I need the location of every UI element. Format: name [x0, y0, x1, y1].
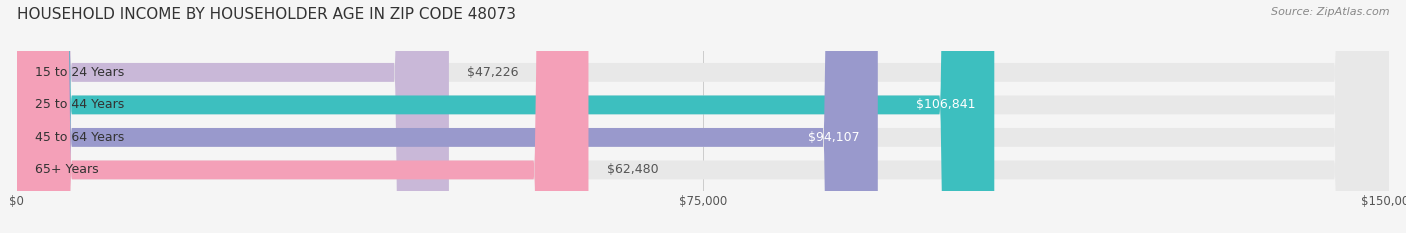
- Text: $106,841: $106,841: [917, 98, 976, 111]
- FancyBboxPatch shape: [17, 0, 1389, 233]
- Text: 15 to 24 Years: 15 to 24 Years: [35, 66, 124, 79]
- FancyBboxPatch shape: [17, 0, 1389, 233]
- FancyBboxPatch shape: [17, 0, 994, 233]
- FancyBboxPatch shape: [17, 0, 1389, 233]
- Text: 65+ Years: 65+ Years: [35, 163, 98, 176]
- Text: 45 to 64 Years: 45 to 64 Years: [35, 131, 124, 144]
- Text: $94,107: $94,107: [808, 131, 859, 144]
- Text: Source: ZipAtlas.com: Source: ZipAtlas.com: [1271, 7, 1389, 17]
- FancyBboxPatch shape: [17, 0, 877, 233]
- Text: 25 to 44 Years: 25 to 44 Years: [35, 98, 124, 111]
- Text: HOUSEHOLD INCOME BY HOUSEHOLDER AGE IN ZIP CODE 48073: HOUSEHOLD INCOME BY HOUSEHOLDER AGE IN Z…: [17, 7, 516, 22]
- FancyBboxPatch shape: [17, 0, 1389, 233]
- FancyBboxPatch shape: [17, 0, 449, 233]
- Text: $62,480: $62,480: [607, 163, 658, 176]
- FancyBboxPatch shape: [17, 0, 589, 233]
- Text: $47,226: $47,226: [467, 66, 519, 79]
